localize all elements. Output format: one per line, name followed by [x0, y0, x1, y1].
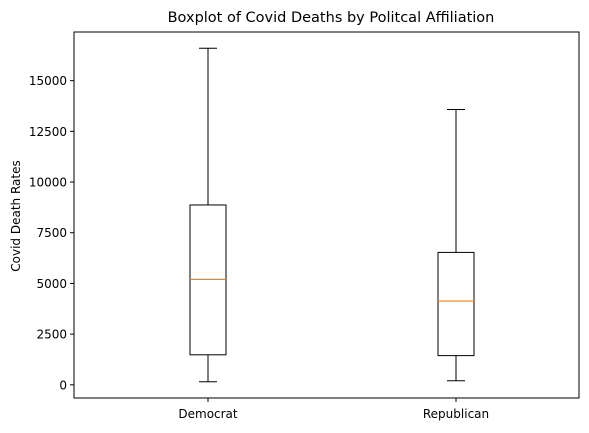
y-tick-label: 12500	[29, 125, 67, 139]
y-tick-label: 10000	[29, 176, 67, 190]
y-tick-label: 7500	[36, 226, 67, 240]
y-tick-label: 0	[59, 378, 67, 392]
x-tick-label: Republican	[423, 407, 489, 421]
x-tick-label: Democrat	[178, 407, 238, 421]
y-axis-label: Covid Death Rates	[9, 160, 23, 271]
box-iqr	[437, 251, 475, 357]
chart-title: Boxplot of Covid Deaths by Politcal Affi…	[168, 10, 495, 26]
y-tick-label: 15000	[29, 74, 67, 88]
plot-area: 0 2500 5000 7500 10000 12500 15000 Democrat Repu…	[29, 31, 580, 421]
y-tick-label: 5000	[36, 277, 67, 291]
y-tick-label: 2500	[36, 328, 67, 342]
axes-frame	[73, 31, 580, 399]
